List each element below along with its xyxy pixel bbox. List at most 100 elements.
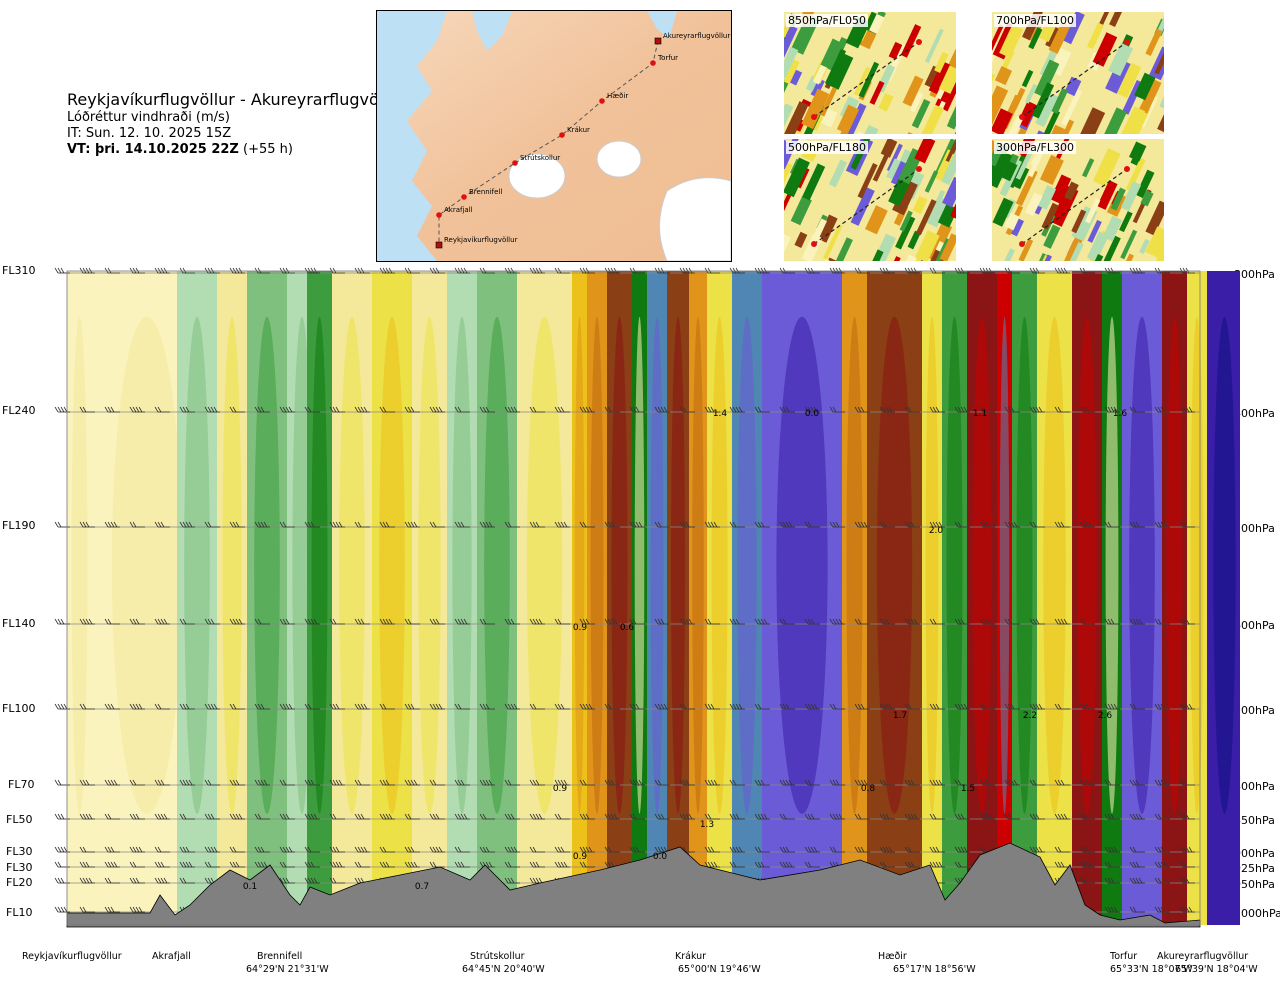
mini-map-field-patch xyxy=(924,28,944,63)
mini-map-field-patch xyxy=(997,248,1015,261)
wind-barb xyxy=(354,406,370,413)
wind-band-core xyxy=(111,316,183,814)
wind-barb xyxy=(704,779,720,786)
wind-barb xyxy=(829,813,845,820)
mini-map-field-patch xyxy=(802,163,826,201)
wind-barb xyxy=(1079,779,1095,786)
mini-map-field xyxy=(992,12,1164,134)
mini-map-field-patch xyxy=(784,103,794,133)
wind-barb xyxy=(454,779,470,786)
wind-barb xyxy=(154,406,170,413)
wind-barb xyxy=(554,406,570,413)
mini-map-field-patch xyxy=(911,99,931,129)
wind-barb xyxy=(579,618,595,625)
wind-barb xyxy=(1004,618,1020,625)
value-label: 1.3 xyxy=(700,820,714,830)
wind-barb xyxy=(729,267,745,274)
wind-barb xyxy=(604,703,620,710)
wind-barb xyxy=(579,521,595,528)
value-label: 1.4 xyxy=(713,409,728,419)
wind-barb xyxy=(1104,877,1120,884)
value-label: 0.0 xyxy=(805,409,820,419)
mini-map-field-patch xyxy=(794,231,808,249)
wind-barb xyxy=(104,861,120,868)
mini-map-field-patch xyxy=(843,103,867,134)
wind-barb xyxy=(1179,877,1195,884)
wind-barb xyxy=(529,521,545,528)
route-point-label: Hæðir xyxy=(607,92,628,100)
wind-barb xyxy=(54,846,70,853)
wind-barb xyxy=(179,779,195,786)
mini-map-field-patch xyxy=(1084,198,1101,224)
wind-barb xyxy=(1104,267,1120,274)
wind-barb xyxy=(604,846,620,853)
wind-barb xyxy=(1004,813,1020,820)
wind-band-core xyxy=(339,316,365,814)
coord-label: 65°00'N 19°46'W xyxy=(678,964,761,975)
mini-map-field-patch xyxy=(899,210,913,232)
wind-barb xyxy=(954,521,970,528)
wind-barb xyxy=(1104,521,1120,528)
route-point-marker xyxy=(512,160,518,166)
wind-barb xyxy=(929,861,945,868)
wind-barb xyxy=(604,521,620,528)
value-label: 1.6 xyxy=(1113,409,1128,419)
wind-band-core xyxy=(418,316,441,814)
wind-band-core xyxy=(184,316,210,814)
hpa-label: 300hPa xyxy=(1234,268,1275,281)
mini-map-field-patch xyxy=(928,61,951,95)
wind-barb xyxy=(729,846,745,853)
wind-barb xyxy=(604,618,620,625)
mini-map-field-patch xyxy=(1064,76,1082,97)
wind-barb xyxy=(279,846,295,853)
wind-barb xyxy=(804,618,820,625)
wind-barb xyxy=(504,877,520,884)
mini-map-label: 700hPa/FL100 xyxy=(994,14,1077,27)
wind-barb xyxy=(54,779,70,786)
wind-barb xyxy=(1154,406,1170,413)
fl-label: FL100 xyxy=(2,702,36,715)
mini-map-field-patch xyxy=(1015,146,1035,180)
wind-barb xyxy=(1129,846,1145,853)
wind-barb xyxy=(304,779,320,786)
wind-band-core xyxy=(1016,316,1033,814)
mini-map-field-patch xyxy=(1159,87,1164,110)
wind-barb xyxy=(79,846,95,853)
route-map: Akureyrarflugvöllur Torfur Hæðir Krákur Strú… xyxy=(376,10,732,262)
wind-barb xyxy=(879,861,895,868)
mini-map-field-patch xyxy=(1050,174,1072,204)
wind-barb xyxy=(1104,618,1120,625)
mini-map-field-patch xyxy=(1097,180,1118,210)
wind-barb xyxy=(929,813,945,820)
wind-barb xyxy=(654,406,670,413)
wind-band-core xyxy=(946,316,963,814)
wind-barb xyxy=(504,267,520,274)
wind-barb xyxy=(1079,618,1095,625)
mini-map-field-patch xyxy=(817,214,838,243)
mini-map-field-patch xyxy=(1025,83,1038,104)
fl-label: FL30 xyxy=(6,861,33,874)
wind-barb xyxy=(529,846,545,853)
mini-map-field-patch xyxy=(1098,12,1111,27)
wind-barb xyxy=(479,813,495,820)
mini-map-field-patch xyxy=(821,108,838,128)
chart-header: Reykjavíkurflugvöllur - Akureyrarflugvöl… xyxy=(67,90,404,158)
value-label: 2.2 xyxy=(1023,711,1037,721)
wind-barb xyxy=(1079,877,1095,884)
fl-label: FL10 xyxy=(6,906,33,919)
wind-barb xyxy=(304,813,320,820)
map-fjord-north xyxy=(647,11,677,39)
fl-label: FL190 xyxy=(2,519,36,532)
mini-map-field-patch xyxy=(1041,254,1052,261)
wind-barb xyxy=(1104,813,1120,820)
wind-barb xyxy=(979,703,995,710)
wind-barb xyxy=(554,813,570,820)
wind-barb xyxy=(1004,521,1020,528)
wind-barb xyxy=(529,779,545,786)
wind-barb xyxy=(179,406,195,413)
wind-barb xyxy=(1029,267,1045,274)
map-fjord xyxy=(472,11,512,51)
wind-barb xyxy=(454,406,470,413)
mini-map-field-patch xyxy=(1064,181,1079,201)
wind-barb xyxy=(1154,521,1170,528)
